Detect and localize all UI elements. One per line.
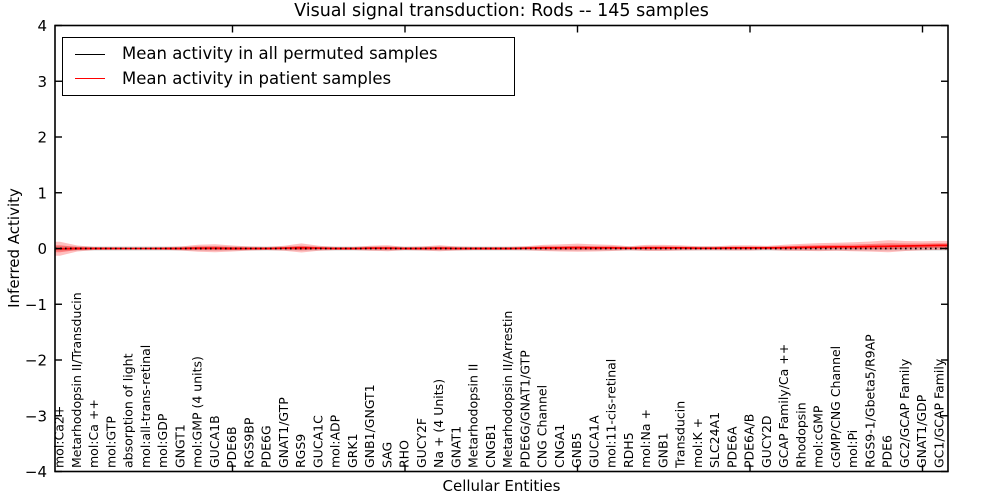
y-tick-label: −3: [25, 407, 47, 425]
y-axis-label: Inferred Activity: [5, 188, 23, 308]
x-category-label: SLC24A1: [707, 412, 722, 468]
x-category-label: PDE6B: [224, 426, 239, 468]
x-category-label: GNB1/GNGT1: [362, 384, 377, 468]
legend-entry-patient: Mean activity in patient samples: [75, 68, 514, 88]
x-category-label: RGS9: [293, 434, 308, 468]
x-category-label: Rhodopsin: [793, 402, 808, 468]
x-category-label: GNAT1: [448, 426, 463, 468]
x-category-label: GUCY2D: [759, 415, 774, 468]
x-category-label: GUCA1B: [207, 415, 222, 468]
x-category-label: mol:GMP (4 units): [190, 356, 205, 468]
x-category-label: PDE6G/GNAT1/GTP: [517, 350, 532, 468]
x-category-label: GUCA1C: [310, 415, 325, 468]
legend-line-sample-red: [75, 78, 105, 80]
x-category-label: GNAT1/GTP: [276, 397, 291, 468]
y-tick-label: −4: [25, 463, 47, 481]
x-category-label: Transducin: [673, 401, 688, 469]
y-tick-label: 0: [37, 240, 47, 258]
x-category-label: Metarhodopsin II/Arrestin: [500, 311, 515, 468]
x-category-label: mol:Ca2+: [52, 406, 67, 468]
x-category-label: mol:Pi: [845, 430, 860, 468]
x-category-label: mol:cGMP: [811, 405, 826, 468]
x-category-label: PDE6G: [259, 425, 274, 468]
x-category-label: RGS9BP: [241, 417, 256, 468]
x-category-label: PDE6A/B: [742, 414, 757, 468]
x-category-label: PDE6A: [724, 426, 739, 468]
x-category-label: PDE6: [880, 435, 895, 468]
legend-line-sample-black: [75, 53, 105, 55]
x-category-label: GUCY2F: [414, 418, 429, 468]
x-category-label: mol:Na +: [638, 409, 653, 468]
x-category-label: absorption of light: [121, 353, 136, 468]
y-tick-label: −2: [25, 352, 47, 370]
x-category-label: mol:Ca ++: [86, 399, 101, 468]
x-category-label: mol:ADP: [328, 414, 343, 468]
x-axis-label: Cellular Entities: [442, 477, 561, 495]
x-category-label: GNB5: [569, 432, 584, 468]
x-category-label: Na + (4 Units): [431, 379, 446, 468]
legend-entry-permuted: Mean activity in all permuted samples: [75, 44, 514, 63]
x-category-label: RDH5: [621, 432, 636, 468]
x-category-label: GC2/GCAP Family: [897, 358, 912, 468]
x-category-label: mol:11-cis-retinal: [604, 359, 619, 468]
y-tick-label: 4: [37, 17, 47, 35]
x-category-label: CNG Channel: [535, 385, 550, 468]
chart-title: Visual signal transduction: Rods -- 145 …: [294, 1, 709, 21]
x-category-label: GCAP Family/Ca ++: [776, 344, 791, 468]
x-category-label: GRK1: [345, 433, 360, 468]
x-category-label: mol:GTP: [103, 416, 118, 468]
x-category-label: GNB1: [655, 432, 670, 468]
legend-label: Mean activity in patient samples: [122, 68, 392, 88]
x-category-label: GUCA1A: [586, 415, 601, 468]
y-tick-label: 2: [37, 129, 47, 147]
x-category-label: GNAT1/GDP: [914, 394, 929, 468]
y-tick-label: −1: [25, 296, 47, 314]
x-category-label: GNGT1: [172, 424, 187, 468]
y-tick-label: 1: [37, 184, 47, 202]
x-category-label: GC1/GCAP Family: [931, 358, 946, 468]
legend-label: Mean activity in all permuted samples: [122, 44, 438, 63]
x-category-label: mol:GDP: [155, 413, 170, 468]
x-category-label: RHO: [397, 440, 412, 468]
x-category-label: mol:K +: [690, 418, 705, 468]
x-category-label: RGS9-1/Gbeta5/R9AP: [862, 334, 877, 468]
x-category-label: SAG: [379, 442, 394, 468]
x-category-label: CNGB1: [483, 424, 498, 468]
y-tick-label: 3: [37, 73, 47, 91]
x-category-label: Metarhodopsin II: [466, 364, 481, 468]
x-category-label: Metarhodopsin II/Transducin: [69, 292, 84, 468]
legend: Mean activity in all permuted samples Me…: [62, 37, 515, 96]
x-category-label: CNGA1: [552, 424, 567, 468]
x-category-label: cGMP/CNG Channel: [828, 346, 843, 468]
x-category-label: mol:all-trans-retinal: [138, 345, 153, 468]
